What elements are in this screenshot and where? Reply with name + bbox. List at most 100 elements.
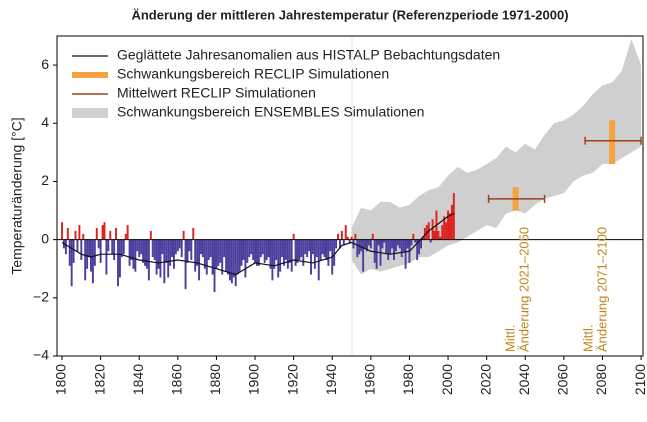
anomaly-bar	[232, 239, 235, 278]
x-tick-label: 1960	[362, 364, 378, 395]
anomaly-bar	[165, 239, 168, 263]
anomaly-bar	[244, 239, 247, 278]
anomaly-bar	[402, 239, 405, 252]
anomaly-bar	[354, 233, 357, 240]
x-tick-label: 1880	[207, 364, 223, 395]
anomaly-bar	[132, 239, 135, 269]
smoothed-line	[61, 212, 455, 276]
anomaly-bar	[360, 239, 363, 252]
anomaly-bar	[327, 239, 330, 266]
y-tick-label: 0	[41, 230, 49, 246]
anomaly-bar	[321, 239, 324, 255]
anomaly-bar	[418, 239, 421, 255]
y-tick-label: 4	[41, 114, 49, 130]
y-tick-label: −4	[33, 347, 49, 363]
anomaly-bar	[257, 239, 260, 266]
anomaly-bar	[61, 222, 63, 240]
anomaly-bar	[259, 239, 262, 258]
anomaly-bar	[115, 228, 118, 240]
anomaly-bar	[84, 239, 87, 281]
anomaly-bar	[400, 239, 403, 258]
anomaly-bar	[296, 239, 299, 263]
anomaly-bar	[283, 239, 285, 266]
anomaly-bar	[325, 239, 328, 260]
anomaly-bar	[167, 239, 170, 278]
anomaly-bar	[86, 239, 89, 269]
anomaly-bar	[192, 228, 195, 240]
plot-frame	[56, 35, 644, 357]
ensemble-band	[351, 38, 642, 275]
anomaly-bar	[443, 216, 446, 240]
anomaly-bar	[122, 239, 125, 255]
anomaly-bar	[117, 239, 119, 287]
anomaly-bar	[254, 239, 257, 263]
anomaly-bar	[149, 230, 152, 240]
anomaly-bar	[348, 239, 351, 243]
anomaly-bar	[144, 239, 146, 266]
annotation: Mittl.	[502, 325, 517, 352]
x-tick-label: 1980	[400, 364, 416, 395]
anomaly-bar	[445, 222, 448, 240]
anomaly-bar	[412, 233, 415, 240]
anomaly-bar	[344, 225, 347, 240]
anomaly-bar	[138, 239, 141, 258]
anomaly-bar	[358, 239, 361, 255]
anomaly-bar	[389, 239, 392, 255]
anomaly-bar	[449, 213, 451, 240]
anomaly-bar	[246, 239, 249, 263]
annotation: Änderung 2071–2100	[594, 227, 609, 352]
anomaly-bar	[196, 239, 199, 266]
anomaly-bar	[111, 239, 114, 255]
anomaly-bar	[308, 239, 311, 252]
anomaly-bar	[113, 239, 116, 260]
anomaly-bar	[169, 239, 172, 266]
anomaly-bar	[99, 239, 102, 263]
anomaly-bar	[323, 239, 326, 258]
anomaly-bar	[109, 230, 112, 240]
anomaly-bar	[381, 239, 384, 249]
anomaly-bar	[93, 239, 96, 266]
anomaly-bar	[145, 239, 148, 269]
x-tick-label: 2060	[555, 364, 571, 395]
anomaly-bar	[228, 239, 231, 281]
anomaly-bar	[298, 239, 301, 260]
anomaly-bar	[155, 239, 158, 275]
anomaly-bar	[300, 239, 303, 258]
anomaly-bar	[420, 239, 422, 249]
anomaly-bar	[95, 228, 98, 240]
anomaly-bar	[290, 239, 293, 272]
anomaly-bar	[201, 239, 204, 258]
anomaly-bar	[180, 239, 183, 258]
anomaly-bar	[375, 239, 378, 269]
anomaly-bar	[82, 233, 85, 240]
anomaly-bar	[335, 239, 338, 249]
anomaly-bar	[68, 239, 71, 266]
anomaly-bar	[342, 239, 345, 246]
x-tick-label: 2080	[593, 364, 609, 395]
x-tick-label: 1820	[91, 364, 107, 395]
anomaly-bar	[346, 236, 349, 240]
chart-title: Änderung der mittleren Jahrestemperatur …	[131, 7, 568, 22]
anomaly-bar	[277, 239, 280, 278]
anomaly-bar	[437, 230, 440, 240]
anomaly-bar	[213, 239, 216, 292]
anomaly-bar	[151, 239, 154, 258]
anomaly-bar	[302, 239, 305, 266]
anomaly-bar	[101, 225, 104, 240]
anomaly-bar	[159, 239, 162, 278]
y-axis-label: Temperaturänderung [°C]	[9, 117, 25, 274]
anomaly-bar	[366, 239, 368, 252]
anomaly-bar	[252, 239, 255, 260]
x-tick-label: 1920	[284, 364, 300, 395]
anomaly-bar	[238, 239, 241, 272]
anomaly-bar	[130, 239, 133, 260]
anomaly-bar	[304, 239, 307, 255]
anomaly-bar	[410, 239, 413, 246]
anomaly-bar	[267, 239, 270, 258]
anomaly-bar	[391, 239, 394, 249]
anomaly-bar	[333, 239, 336, 266]
anomaly-bar	[207, 239, 210, 260]
anomaly-bar	[350, 236, 353, 240]
anomaly-bar	[269, 239, 272, 269]
